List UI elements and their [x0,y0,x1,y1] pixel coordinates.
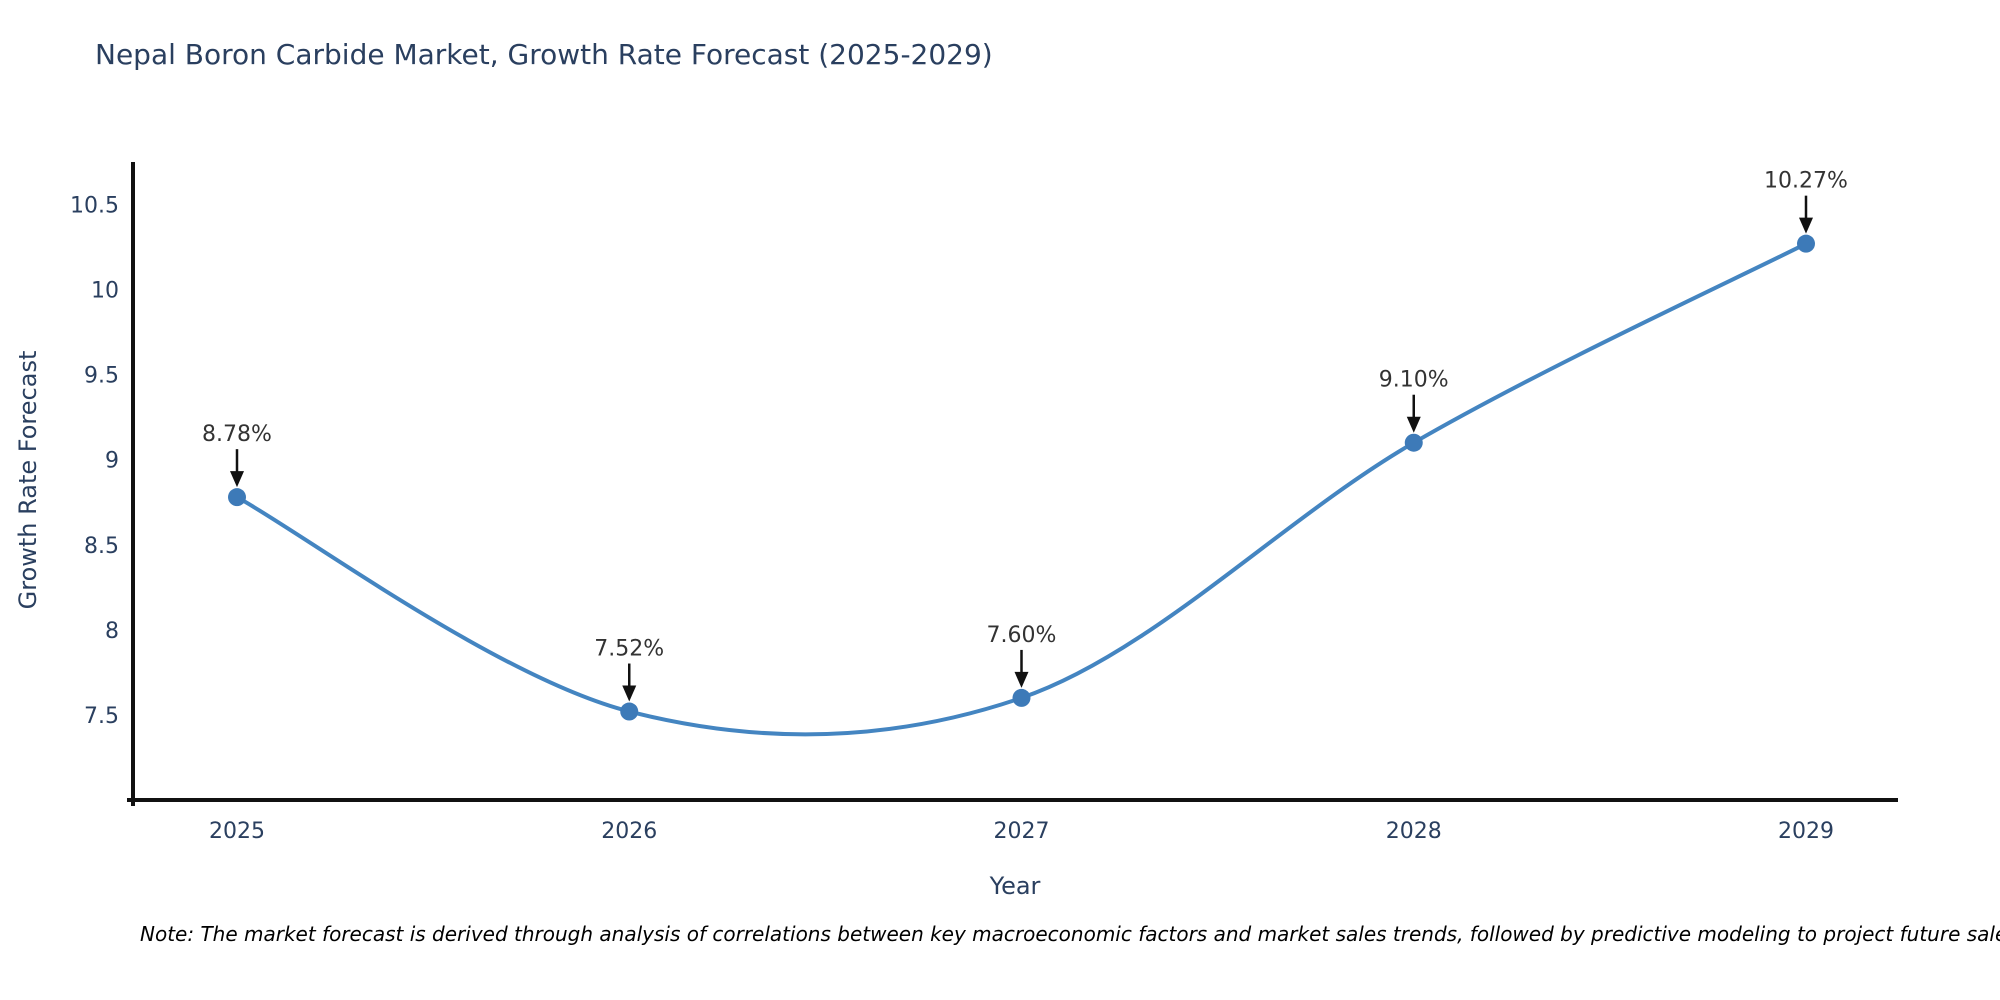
x-tick-label: 2025 [209,819,265,844]
y-axis-title: Growth Rate Forecast [14,350,42,610]
data-point-marker [1404,433,1423,452]
x-tick-label: 2026 [601,819,657,844]
y-tick-label: 9 [105,449,119,474]
annotation-arrow-head [1799,217,1813,234]
annotation-arrow-head [230,471,244,488]
y-tick-label: 8 [105,619,119,644]
annotation-label: 7.60% [987,623,1057,648]
x-tick-label: 2028 [1386,819,1442,844]
annotation-label: 10.27% [1764,169,1848,194]
x-tick-label: 2027 [994,819,1050,844]
annotation-arrow-head [622,685,637,702]
y-tick-label: 8.5 [84,534,119,559]
annotation-label: 7.52% [594,637,664,662]
annotation-label: 8.78% [202,422,272,447]
data-point-marker [1012,688,1031,707]
x-tick-label: 2029 [1778,819,1834,844]
data-point-marker [228,488,246,507]
x-axis-title: Year [989,872,1041,900]
y-tick-label: 10 [91,279,119,304]
annotation-label: 9.10% [1379,368,1449,393]
annotation-arrow-head [1014,671,1029,688]
y-tick-label: 10.5 [70,194,119,219]
footnote: Note: The market forecast is derived thr… [140,922,2000,946]
chart-title: Nepal Boron Carbide Market, Growth Rate … [95,38,993,71]
data-point-marker [620,702,639,721]
y-tick-label: 9.5 [84,364,119,389]
annotation-arrow-head [1406,416,1421,433]
y-tick-label: 7.5 [84,704,119,729]
data-point-marker [1797,234,1815,253]
